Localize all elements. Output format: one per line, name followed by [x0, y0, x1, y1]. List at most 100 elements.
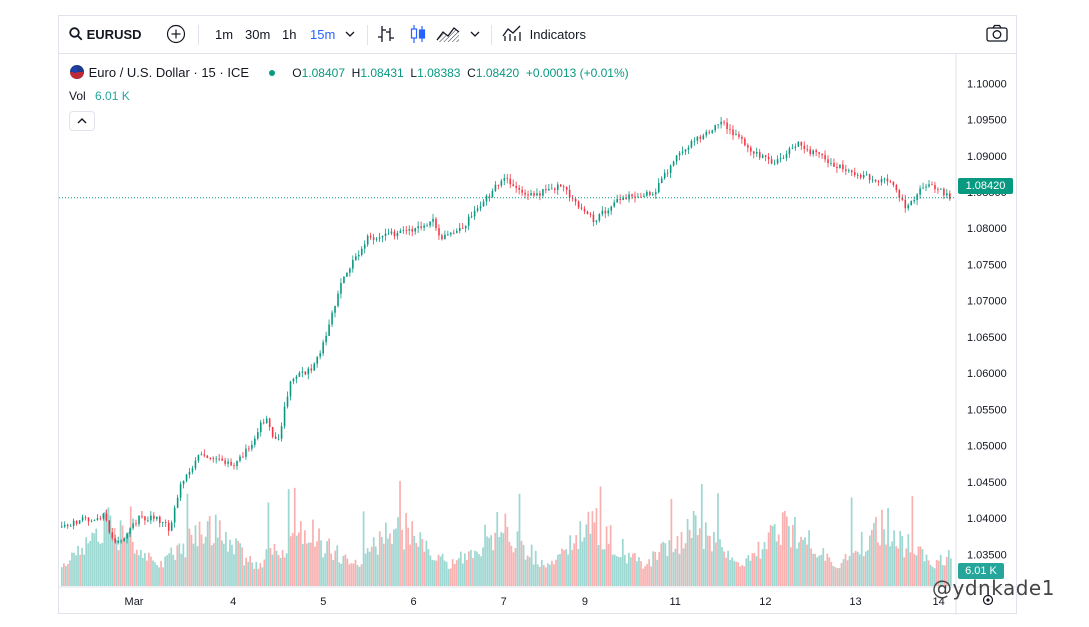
candle-body: [637, 196, 639, 198]
interval-30m[interactable]: 30m: [245, 27, 271, 42]
volume-bar: [573, 543, 576, 586]
volume-bar: [318, 528, 320, 586]
candle-body: [937, 189, 939, 191]
volume-bar: [706, 535, 709, 586]
candle-body: [628, 194, 630, 200]
candle-body: [129, 528, 131, 534]
volume-bar: [405, 512, 407, 586]
candle-body: [405, 230, 408, 232]
volume-bar: [852, 552, 855, 586]
price-chart-canvas[interactable]: 1.100001.095001.090001.085001.080001.075…: [59, 16, 1018, 615]
volume-bar: [265, 549, 268, 586]
candle-body: [84, 517, 87, 519]
area-chart-icon: [436, 27, 460, 42]
volume-bar: [494, 532, 497, 586]
low-value: 1.08383: [417, 66, 461, 80]
volume-bar: [223, 543, 225, 586]
candles-style-button[interactable]: [409, 16, 427, 54]
candle-body: [150, 515, 152, 521]
volume-bar: [385, 522, 387, 586]
high-label: H: [351, 66, 361, 80]
volume-bar: [565, 549, 567, 586]
collapse-legend-button[interactable]: [69, 111, 95, 131]
volume-bar: [848, 555, 851, 586]
chart-type-dropdown[interactable]: [469, 16, 481, 54]
candle-body: [476, 208, 479, 211]
candle-body: [105, 513, 108, 521]
volume-bar: [170, 547, 173, 586]
axis-settings-button[interactable]: [982, 594, 994, 606]
volume-bar: [338, 562, 341, 586]
candle-body: [268, 418, 271, 428]
volume-bar: [727, 550, 729, 586]
candle-body: [426, 225, 428, 227]
candle-body: [770, 159, 773, 164]
snapshot-button[interactable]: [986, 16, 1008, 54]
volume-bar: [95, 528, 98, 586]
volume-bar: [186, 493, 189, 586]
candle-body: [764, 155, 767, 157]
price-axis[interactable]: 1.100001.095001.090001.085001.080001.075…: [967, 78, 1007, 561]
candle-body: [625, 197, 627, 200]
candle-body: [69, 525, 72, 527]
candle-body: [542, 189, 544, 196]
compare-button[interactable]: [166, 16, 186, 54]
indicators-button[interactable]: Indicators: [502, 16, 586, 54]
volume-bar: [549, 564, 551, 586]
volume-bar: [765, 549, 768, 586]
candle-body: [782, 157, 785, 159]
flag-icon: [70, 65, 84, 79]
candle-body: [610, 206, 613, 211]
volume-bar: [299, 521, 302, 586]
interval-1m[interactable]: 1m: [215, 27, 234, 42]
volume-bar: [129, 506, 132, 586]
time-axis[interactable]: Mar 4 5 6 7 9 11 12 13 14: [125, 596, 945, 608]
candle-body: [848, 170, 850, 172]
area-style-button[interactable]: [436, 16, 460, 54]
interval-15m[interactable]: 15m: [310, 27, 336, 42]
volume-bar: [352, 563, 355, 586]
volume-bar: [423, 551, 426, 586]
candle-body: [322, 342, 324, 354]
volume-bar: [812, 553, 814, 586]
volume-bar: [376, 554, 379, 586]
volume-bar: [640, 561, 642, 586]
candle-body: [438, 228, 440, 236]
interval-1h[interactable]: 1h: [282, 27, 297, 42]
candle-body: [358, 254, 360, 257]
settings-icon-center: [986, 598, 990, 602]
candle-body: [818, 152, 820, 154]
candle-body: [836, 166, 838, 169]
candle-body: [539, 193, 541, 196]
candle-body: [699, 136, 702, 139]
volume-bar: [747, 554, 750, 586]
candle-body: [791, 147, 794, 149]
volume-bar: [820, 554, 823, 586]
volume-bar: [459, 551, 462, 586]
volume-bar: [380, 536, 383, 586]
candle-body: [577, 201, 580, 208]
candle-body: [527, 194, 529, 196]
volume-bar: [194, 525, 197, 586]
candle-body: [435, 218, 437, 229]
volume-bar: [609, 525, 612, 586]
volume-bar: [846, 560, 849, 586]
interval-dropdown[interactable]: [344, 16, 356, 54]
volume-bar: [506, 526, 509, 586]
volume-bar: [312, 519, 314, 586]
volume-bar: [156, 564, 158, 586]
candle-body: [414, 228, 417, 232]
volume-bar: [830, 561, 833, 586]
candle-body: [809, 149, 812, 154]
candle-body: [61, 526, 63, 528]
volume-bar: [619, 557, 622, 586]
volume-bar: [419, 532, 422, 586]
volume-bar: [873, 523, 875, 586]
symbol-search[interactable]: EURUSD: [69, 16, 142, 54]
volume-bar: [611, 554, 614, 586]
close-label: C: [467, 66, 476, 80]
candle-body: [248, 448, 250, 450]
bars-style-button[interactable]: [377, 16, 395, 54]
candle-body: [580, 207, 583, 209]
candle-body: [776, 159, 779, 164]
